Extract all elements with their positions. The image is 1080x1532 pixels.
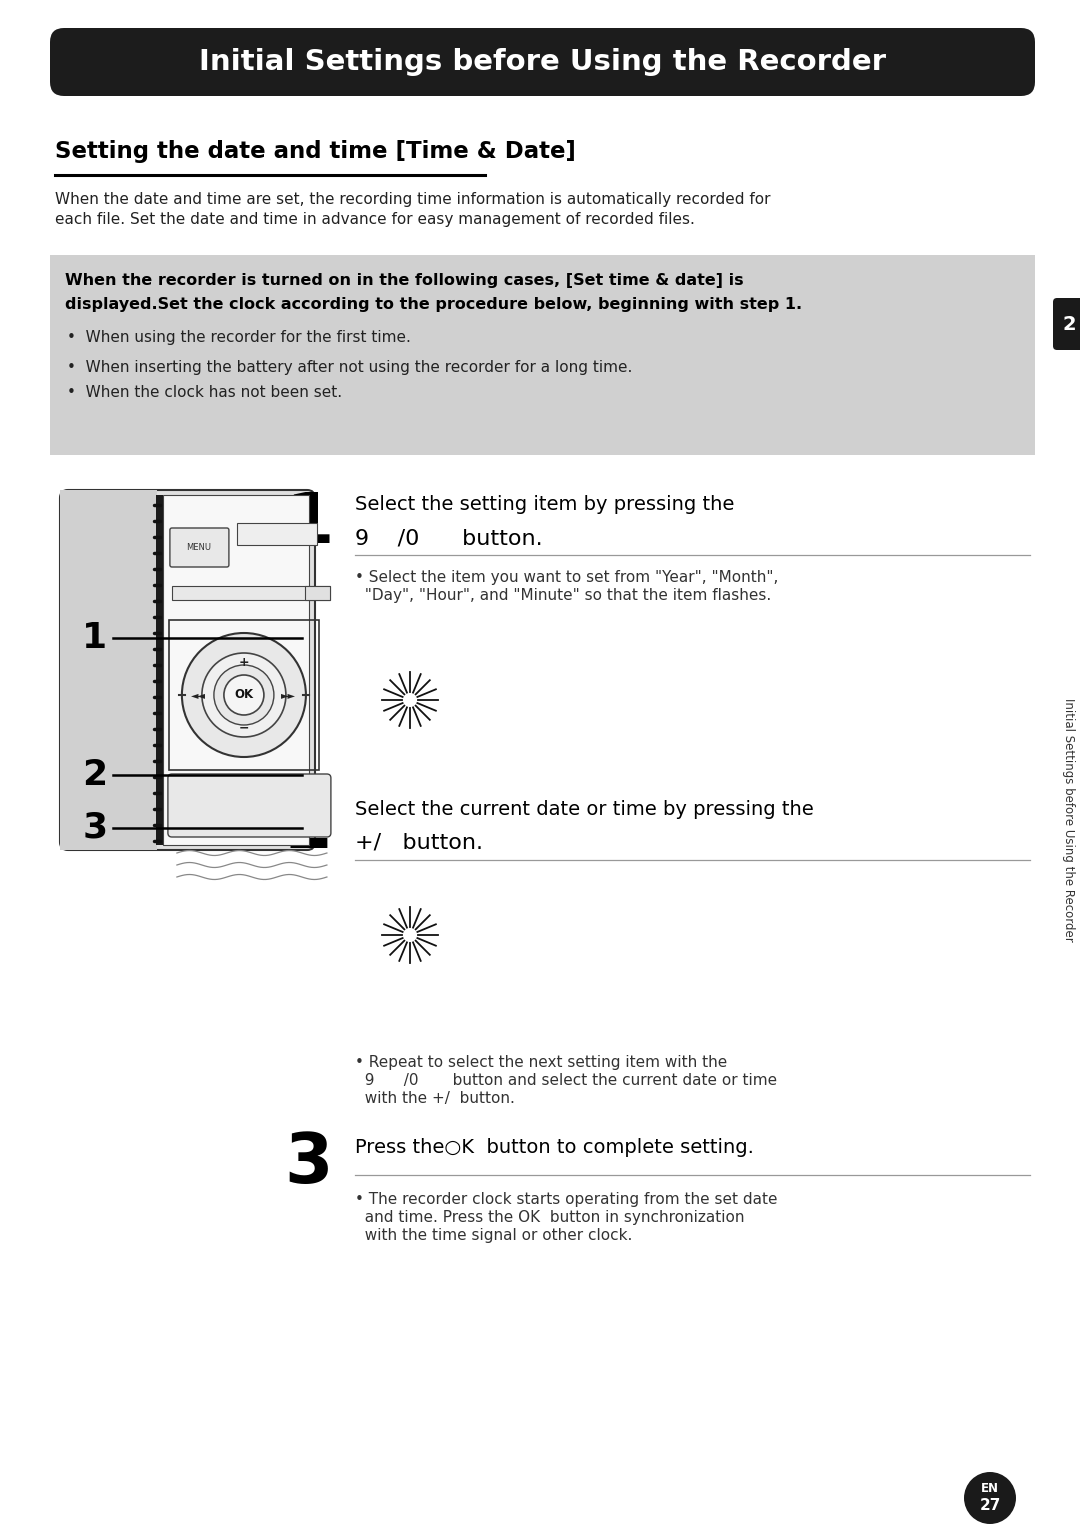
Text: Press the○K  button to complete setting.: Press the○K button to complete setting. [355, 1138, 754, 1157]
Text: with the +/  button.: with the +/ button. [355, 1091, 515, 1106]
FancyBboxPatch shape [50, 28, 1035, 97]
Text: EN: EN [981, 1483, 999, 1495]
Text: "Day", "Hour", and "Minute" so that the item flashes.: "Day", "Hour", and "Minute" so that the … [355, 588, 771, 604]
Text: Select the current date or time by pressing the: Select the current date or time by press… [355, 800, 813, 820]
Bar [305, 587, 329, 601]
Circle shape [181, 633, 306, 757]
Text: Select the setting item by pressing the: Select the setting item by pressing the [355, 495, 734, 515]
Text: OK: OK [234, 688, 254, 702]
Text: −: − [239, 722, 249, 734]
Bar [60, 490, 157, 850]
Text: 2: 2 [82, 758, 108, 792]
Text: 3: 3 [82, 810, 108, 846]
Text: •  When the clock has not been set.: • When the clock has not been set. [67, 385, 342, 400]
Text: +: + [239, 656, 249, 668]
Text: and time. Press the OK  button in synchronization: and time. Press the OK button in synchro… [355, 1210, 744, 1226]
Text: • Repeat to select the next setting item with the: • Repeat to select the next setting item… [355, 1056, 727, 1069]
Text: •  When using the recorder for the first time.: • When using the recorder for the first … [67, 329, 410, 345]
Bar [163, 495, 309, 846]
Text: • Select the item you want to set from "Year", "Month",: • Select the item you want to set from "… [355, 570, 779, 585]
Text: 2: 2 [1063, 314, 1076, 334]
Text: 1: 1 [285, 490, 333, 558]
Text: each file. Set the date and time in advance for easy management of recorded file: each file. Set the date and time in adva… [55, 211, 694, 227]
Bar [156, 495, 163, 846]
Circle shape [224, 676, 264, 715]
FancyBboxPatch shape [1053, 299, 1080, 349]
Text: +/   button.: +/ button. [355, 833, 483, 853]
Text: 1: 1 [82, 620, 108, 656]
FancyBboxPatch shape [170, 529, 229, 567]
Circle shape [202, 653, 286, 737]
Text: MENU: MENU [187, 542, 212, 552]
Bar [237, 522, 316, 545]
Text: 2: 2 [285, 795, 333, 863]
Text: ►►: ►► [282, 689, 296, 700]
Text: with the time signal or other clock.: with the time signal or other clock. [355, 1229, 633, 1242]
Text: When the date and time are set, the recording time information is automatically : When the date and time are set, the reco… [55, 192, 770, 207]
Text: •  When inserting the battery after not using the recorder for a long time.: • When inserting the battery after not u… [67, 360, 633, 375]
FancyBboxPatch shape [60, 490, 315, 850]
Bar [50, 254, 1035, 455]
Circle shape [964, 1472, 1016, 1524]
Text: Initial Settings before Using the Recorder: Initial Settings before Using the Record… [199, 47, 886, 77]
Circle shape [214, 665, 274, 725]
Bar [172, 587, 329, 601]
Text: When the recorder is turned on in the following cases, [Set time & date] is: When the recorder is turned on in the fo… [65, 273, 744, 288]
Text: 9      /0       button and select the current date or time: 9 /0 button and select the current date … [355, 1072, 778, 1088]
FancyBboxPatch shape [167, 774, 330, 836]
Text: Setting the date and time [Time & Date]: Setting the date and time [Time & Date] [55, 139, 576, 162]
Text: • The recorder clock starts operating from the set date: • The recorder clock starts operating fr… [355, 1192, 778, 1207]
Text: displayed.Set the clock according to the procedure below, beginning with step 1.: displayed.Set the clock according to the… [65, 297, 802, 313]
Bar [168, 620, 319, 771]
Text: 27: 27 [980, 1498, 1001, 1514]
Text: ◄◄: ◄◄ [191, 689, 206, 700]
Text: 3: 3 [285, 1131, 333, 1196]
Text: 9    /0      button.: 9 /0 button. [355, 529, 542, 548]
Text: Initial Settings before Using the Recorder: Initial Settings before Using the Record… [1063, 699, 1076, 942]
